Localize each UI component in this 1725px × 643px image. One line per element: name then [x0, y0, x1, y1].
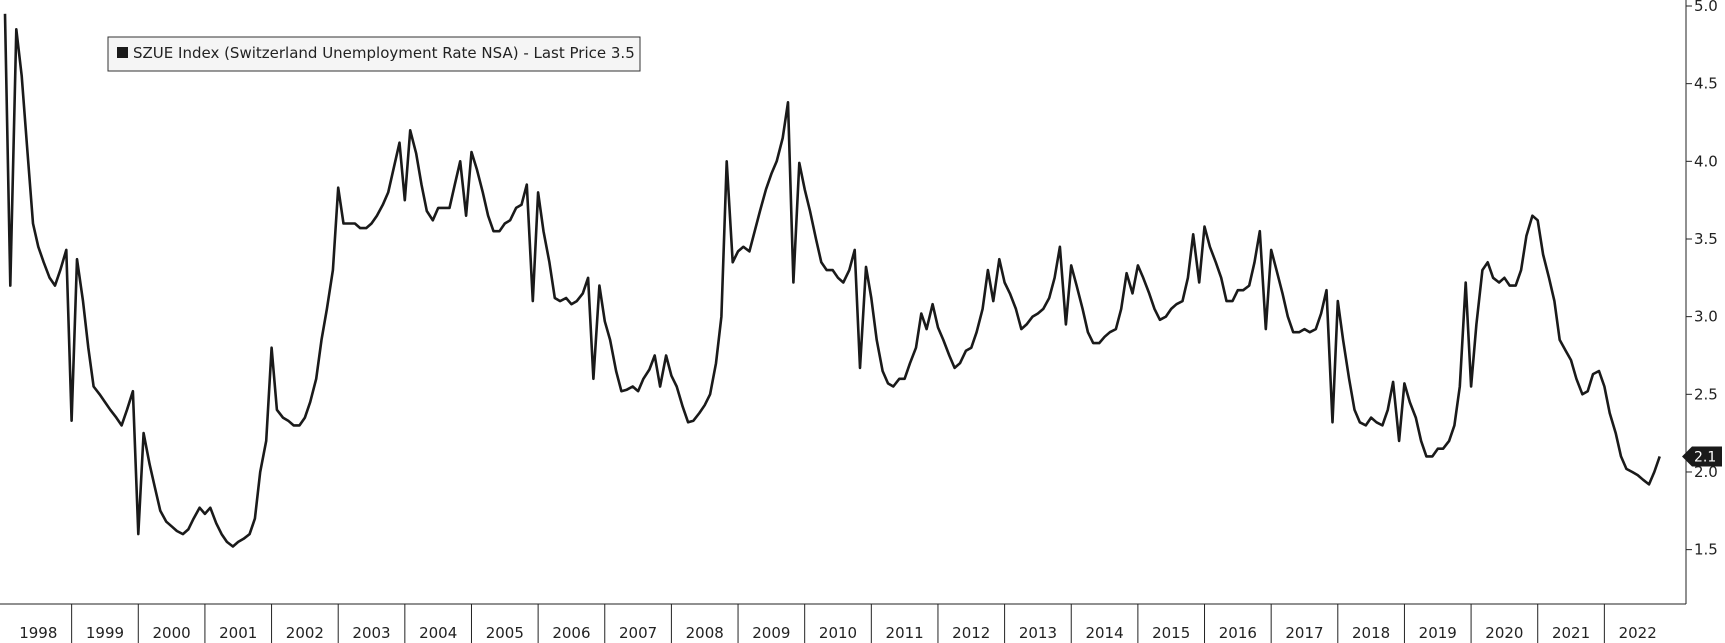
- x-tick-label: 2001: [219, 624, 257, 642]
- series-line: [3, 13, 1661, 548]
- x-tick-label: 2017: [1285, 624, 1323, 642]
- x-tick-label: 2004: [419, 624, 457, 642]
- x-tick-label: 1999: [86, 624, 124, 642]
- x-tick-label: 2021: [1552, 624, 1590, 642]
- x-tick-label: 2006: [552, 624, 590, 642]
- x-tick-label: 2022: [1619, 624, 1657, 642]
- x-tick-label: 2008: [686, 624, 724, 642]
- y-tick-label: 3.5: [1694, 230, 1718, 248]
- x-tick-label: 1998: [19, 624, 57, 642]
- x-tick-label: 2011: [886, 624, 924, 642]
- legend-swatch: [117, 47, 128, 58]
- x-tick-label: 2002: [286, 624, 324, 642]
- x-tick-label: 2014: [1085, 624, 1123, 642]
- x-tick-label: 2005: [486, 624, 524, 642]
- legend: SZUE Index (Switzerland Unemployment Rat…: [107, 36, 641, 72]
- y-tick-label: 2.0: [1694, 463, 1718, 481]
- last-value-label: 2.1: [1694, 449, 1716, 465]
- x-tick-label: 2012: [952, 624, 990, 642]
- y-tick-label: 4.5: [1694, 75, 1718, 93]
- x-tick-label: 2020: [1485, 624, 1523, 642]
- x-tick-label: 2009: [752, 624, 790, 642]
- x-tick-label: 2010: [819, 624, 857, 642]
- y-tick-label: 2.5: [1694, 385, 1718, 403]
- x-tick-label: 2019: [1419, 624, 1457, 642]
- x-tick-label: 2007: [619, 624, 657, 642]
- axes-layer: [0, 0, 1687, 605]
- x-axis-ticks: 1998 1999 2000 2001 2002 2003 2004 2005 2006 2007…: [19, 604, 1657, 643]
- legend-box: [107, 36, 641, 72]
- x-tick-label: 2018: [1352, 624, 1390, 642]
- x-tick-label: 2016: [1219, 624, 1257, 642]
- plot-line-layer: [3, 13, 1661, 548]
- legend-label: SZUE Index (Switzerland Unemployment Rat…: [133, 44, 635, 62]
- x-tick-label: 2003: [352, 624, 390, 642]
- y-tick-label: 1.5: [1694, 541, 1718, 559]
- y-tick-label: 3.0: [1694, 308, 1718, 326]
- last-value-tag: [1682, 446, 1722, 467]
- x-tick-label: 2013: [1019, 624, 1057, 642]
- y-axis-ticks: 5.0 4.5 4.0 3.5 3.0 2.5 2.0 1.5: [1686, 0, 1718, 559]
- last-value-marker: 2.1: [1682, 446, 1722, 467]
- y-tick-label: 5.0: [1694, 0, 1718, 15]
- x-tick-label: 2015: [1152, 624, 1190, 642]
- x-tick-label: 2000: [153, 624, 191, 642]
- y-tick-label: 4.0: [1694, 152, 1718, 170]
